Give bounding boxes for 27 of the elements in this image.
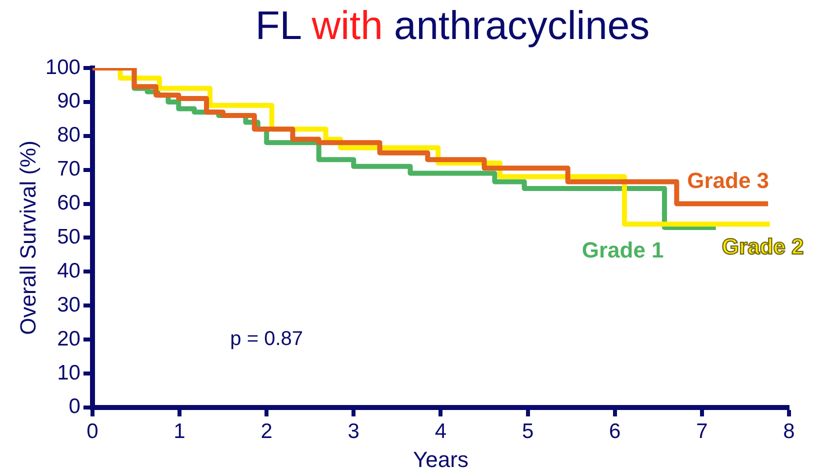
x-tick-label: 8: [783, 420, 795, 443]
y-tick-label: 70: [57, 158, 80, 181]
x-tick-label: 0: [86, 420, 98, 443]
y-tick-label: 30: [57, 293, 80, 316]
x-tick-label: 4: [434, 420, 447, 443]
y-tick-label: 90: [57, 90, 80, 113]
x-axis-title: Years: [412, 446, 468, 472]
y-tick-label: 60: [57, 192, 80, 215]
x-tick-label: 1: [174, 420, 186, 443]
y-tick-label: 40: [57, 259, 80, 282]
x-tick-label: 5: [522, 420, 534, 443]
y-tick-label: 100: [45, 56, 80, 79]
series-label: Grade 3: [687, 168, 770, 193]
x-tick-label: 6: [609, 420, 621, 443]
y-axis-title: Overall Survival (%): [15, 140, 40, 335]
x-tick-label: 2: [260, 420, 272, 443]
chart-title: FL with anthracyclines: [255, 4, 650, 48]
y-tick-label: 50: [57, 225, 80, 248]
series-label: Grade 1: [582, 238, 664, 263]
x-tick-label: 7: [696, 420, 708, 443]
annotation: p = 0.87: [230, 328, 303, 350]
y-tick-label: 10: [57, 361, 80, 384]
y-tick-label: 20: [57, 327, 80, 350]
y-tick-label: 80: [57, 124, 80, 147]
series-label: Grade 2: [722, 234, 804, 260]
y-tick-label: 0: [68, 395, 80, 418]
x-tick-label: 3: [348, 420, 360, 443]
